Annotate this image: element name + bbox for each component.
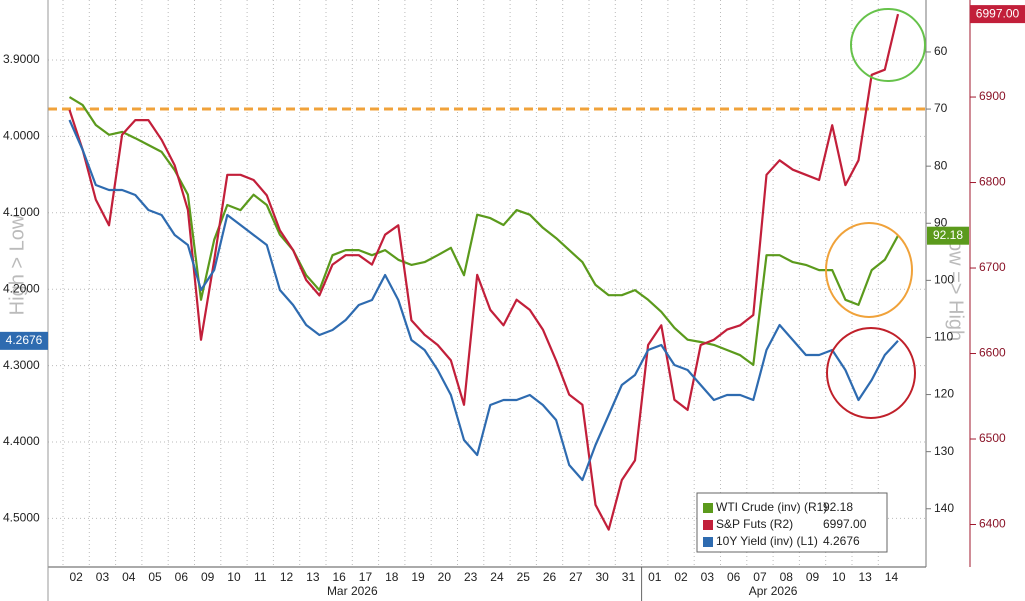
y3-tick-label: 6700 (979, 260, 1006, 274)
x-tick-label: 17 (359, 570, 373, 584)
y-tick-label: 4.2000 (3, 281, 40, 295)
x-tick-label: 11 (254, 570, 267, 584)
y2-tick-label: 110 (934, 330, 953, 344)
x-tick-label: 23 (464, 570, 478, 584)
highlight-circle (826, 327, 916, 419)
month-label: Apr 2026 (749, 584, 798, 598)
legend-swatch (703, 503, 713, 513)
y-tick-label: 4.3000 (3, 358, 40, 372)
x-tick-label: 02 (674, 570, 688, 584)
legend-swatch (703, 520, 713, 530)
last-value-label: 6997.00 (976, 6, 1020, 20)
legend-value: 4.2676 (823, 534, 860, 548)
series-line (68, 119, 899, 482)
x-tick-label: 10 (832, 570, 846, 584)
x-tick-label: 12 (280, 570, 294, 584)
y3-tick-label: 6800 (979, 175, 1006, 189)
x-tick-label: 04 (122, 570, 136, 584)
y-tick-label: 4.5000 (3, 511, 40, 525)
legend-label: S&P Futs (R2) (716, 517, 793, 531)
y2-tick-label: 90 (934, 215, 948, 229)
plot-area (48, 13, 926, 531)
legend-label: WTI Crude (inv) (R1) (716, 500, 827, 514)
legend-value: 92.18 (823, 500, 853, 514)
x-tick-label: 25 (517, 570, 531, 584)
y3-tick-label: 6500 (979, 431, 1006, 445)
y2-tick-label: 80 (934, 158, 948, 172)
last-value-box (0, 331, 48, 350)
x-tick-label: 07 (753, 570, 767, 584)
last-value-box (970, 5, 1025, 24)
x-tick-label: 05 (148, 570, 162, 584)
y3-tick-label: 6900 (979, 89, 1006, 103)
x-tick-label: 16 (332, 570, 346, 584)
legend-entries: WTI Crude (inv) (R1)92.18 S&P Futs (R2) 69… (703, 500, 867, 548)
month-label: Mar 2026 (327, 584, 378, 598)
series-line (68, 13, 900, 531)
y3-tick-label: 6400 (979, 517, 1006, 531)
x-tick-label: 02 (69, 570, 83, 584)
y-tick-label: 4.1000 (3, 205, 40, 219)
legend-swatch (703, 537, 713, 547)
last-value-box (927, 226, 969, 245)
last-value-label: 4.2676 (6, 333, 43, 347)
x-tick-label: 06 (727, 570, 741, 584)
x-tick-label: 03 (96, 570, 110, 584)
x-tick-label: 14 (885, 570, 899, 584)
y2-tick-label: 60 (934, 44, 948, 58)
x-tick-label: 10 (227, 570, 241, 584)
x-tick-label: 13 (306, 570, 320, 584)
y2-tick-label: 130 (934, 444, 954, 458)
x-tick-label: 06 (175, 570, 189, 584)
x-tick-label: 01 (648, 570, 662, 584)
y-axis-title: High > Low (6, 214, 28, 315)
highlight-circle (825, 222, 913, 318)
legend (696, 492, 888, 553)
x-tick-label: 30 (595, 570, 609, 584)
y-tick-label: 3.9000 (3, 52, 40, 66)
series-line (68, 96, 899, 366)
x-tick-label: 27 (569, 570, 583, 584)
last-value-label: 92.18 (933, 228, 963, 242)
legend-label: 10Y Yield (inv) (L1) (716, 534, 818, 548)
x-tick-label: 09 (806, 570, 820, 584)
y2-axis-title: Low => High (945, 229, 967, 341)
y-tick-label: 4.4000 (3, 434, 40, 448)
highlight-circle (850, 8, 926, 82)
y3-tick-label: 6600 (979, 346, 1006, 360)
x-tick-label: 31 (622, 570, 636, 584)
grid (48, 0, 926, 567)
x-tick-label: 13 (858, 570, 872, 584)
y2-tick-label: 100 (934, 273, 954, 287)
x-tick-label: 26 (543, 570, 557, 584)
y2-tick-label: 120 (934, 387, 954, 401)
x-tick-label: 03 (701, 570, 715, 584)
x-tick-label: 19 (411, 570, 425, 584)
y-tick-label: 4.0000 (3, 129, 40, 143)
x-tick-label: 20 (438, 570, 452, 584)
legend-value: 6997.00 (823, 517, 867, 531)
x-tick-label: 24 (490, 570, 504, 584)
x-tick-label: 09 (201, 570, 215, 584)
x-tick-label: 08 (780, 570, 794, 584)
x-tick-label: 18 (385, 570, 399, 584)
y2-tick-label: 140 (934, 501, 954, 515)
y2-tick-label: 70 (934, 101, 948, 115)
